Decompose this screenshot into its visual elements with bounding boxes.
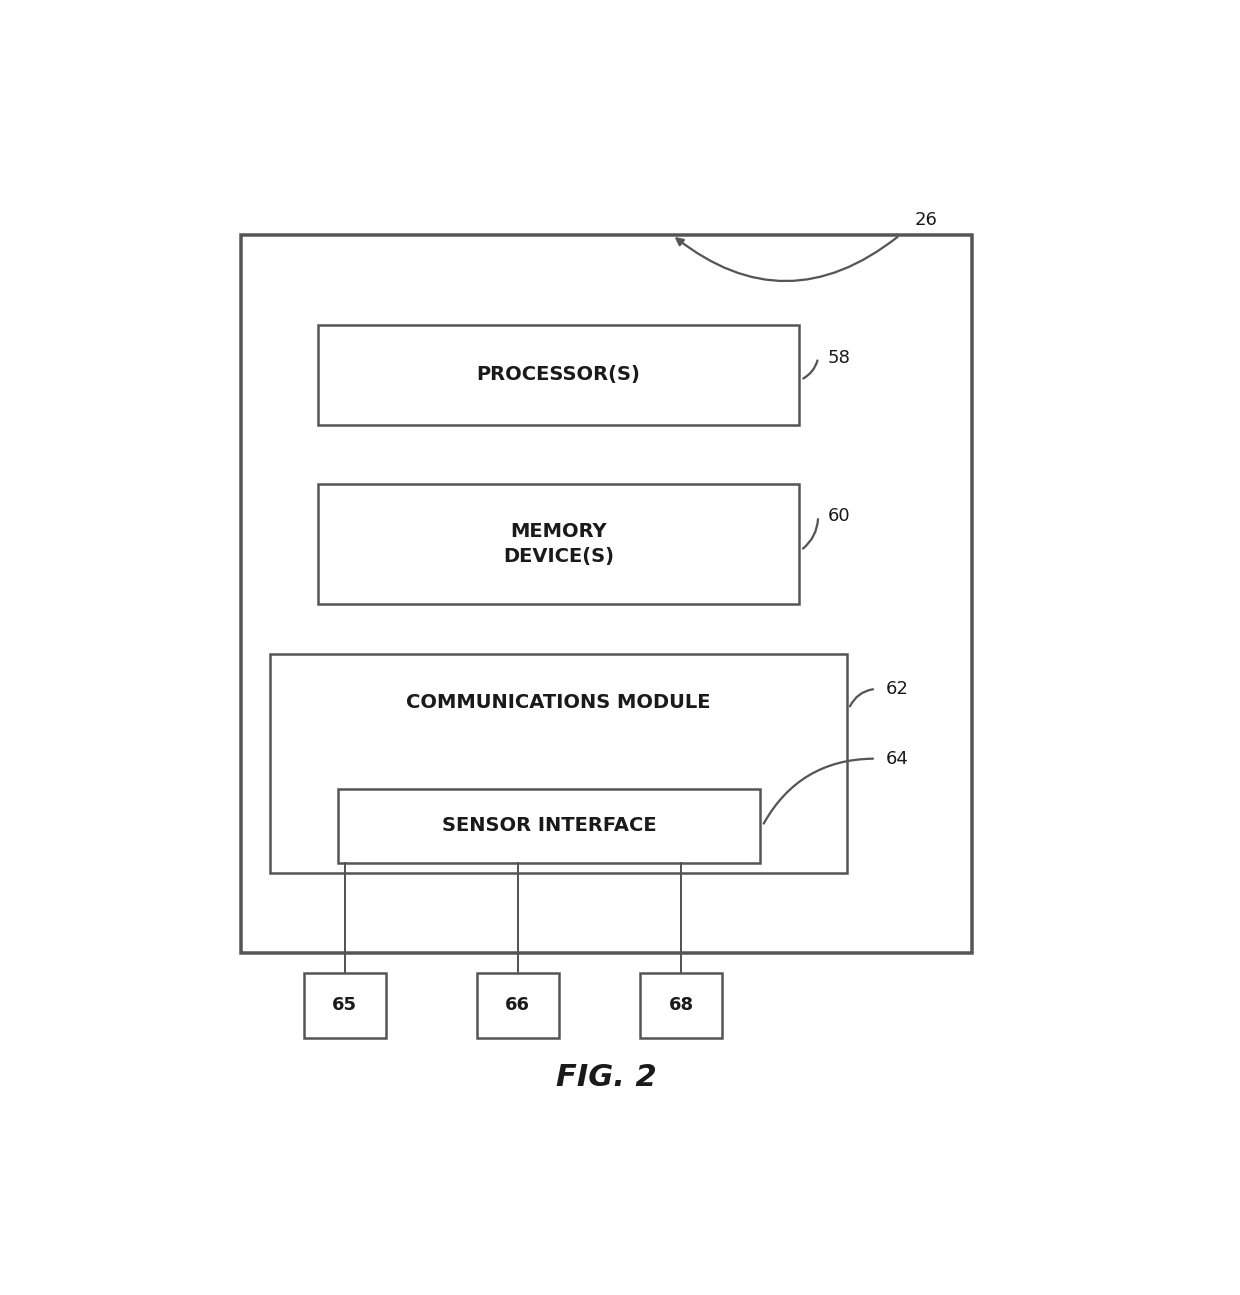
Bar xyxy=(319,484,799,603)
Text: 64: 64 xyxy=(885,750,908,768)
Bar xyxy=(337,789,760,864)
Text: PROCESSOR(S): PROCESSOR(S) xyxy=(476,365,641,385)
Text: 62: 62 xyxy=(885,680,908,698)
Text: 26: 26 xyxy=(914,211,937,229)
Text: SENSOR INTERFACE: SENSOR INTERFACE xyxy=(441,816,656,835)
Text: 60: 60 xyxy=(828,508,851,526)
Text: 58: 58 xyxy=(828,348,851,366)
Text: 66: 66 xyxy=(505,996,531,1014)
Text: COMMUNICATIONS MODULE: COMMUNICATIONS MODULE xyxy=(407,693,711,712)
Bar xyxy=(242,236,972,953)
Bar xyxy=(477,973,558,1037)
Text: 68: 68 xyxy=(668,996,693,1014)
Bar xyxy=(304,973,386,1037)
Text: 65: 65 xyxy=(332,996,357,1014)
Bar xyxy=(270,654,847,873)
Text: FIG. 2: FIG. 2 xyxy=(557,1063,657,1092)
Bar xyxy=(319,325,799,425)
Text: MEMORY
DEVICE(S): MEMORY DEVICE(S) xyxy=(503,522,614,566)
Bar xyxy=(640,973,722,1037)
